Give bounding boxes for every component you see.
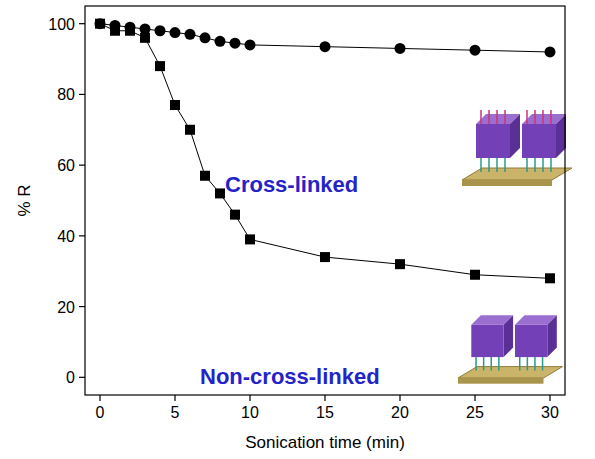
y-tick [79, 23, 85, 24]
y-tick-label: 20 [57, 299, 75, 316]
cube-front [515, 325, 547, 357]
series-marker [200, 171, 210, 181]
y-tick-label: 60 [57, 157, 75, 174]
series-marker [395, 43, 406, 54]
y-tick-label: 40 [57, 228, 75, 245]
series-marker [140, 33, 150, 43]
cube-front [476, 124, 510, 158]
substrate [462, 168, 572, 180]
series-marker [395, 259, 405, 269]
y-tick-label: 0 [66, 369, 75, 386]
x-tick [249, 395, 250, 401]
x-tick [324, 395, 325, 401]
x-tick-label: 25 [466, 404, 484, 421]
linker [542, 158, 544, 172]
x-tick-label: 0 [96, 404, 105, 421]
inset-illustration [458, 315, 563, 383]
series-marker [185, 29, 196, 40]
y-tick [79, 165, 85, 166]
linker [519, 357, 521, 370]
series-marker [95, 18, 106, 29]
series-marker [230, 38, 241, 49]
linker [488, 158, 490, 172]
cube-side [510, 114, 520, 158]
cube-front [471, 325, 503, 357]
annotation: Cross-linked [225, 172, 358, 197]
chart: 0 5 10 15 20 25 30 0 20 40 60 80 100 Sonication time … [0, 0, 595, 459]
inset-illustration [462, 110, 572, 186]
linker [526, 158, 528, 172]
cross-linker [542, 110, 544, 124]
y-tick [79, 377, 85, 378]
cube-side [504, 315, 513, 357]
linker [491, 357, 493, 370]
x-tick [399, 395, 400, 401]
cross-linker [550, 110, 552, 124]
x-tick [549, 395, 550, 401]
substrate-edge [458, 378, 544, 384]
cross-linker [488, 110, 490, 124]
x-tick-label: 15 [316, 404, 334, 421]
series-marker [470, 45, 481, 56]
series-line [100, 24, 550, 52]
cross-linker [534, 110, 536, 124]
cross-linker [504, 110, 506, 124]
plot-frame [85, 6, 565, 395]
x-tick [99, 395, 100, 401]
linker [475, 357, 477, 370]
x-tick-label: 20 [391, 404, 409, 421]
x-tick [474, 395, 475, 401]
cross-linker [526, 110, 528, 124]
x-tick-label: 5 [171, 404, 180, 421]
series-marker [200, 32, 211, 43]
linker [550, 158, 552, 172]
y-tick [79, 235, 85, 236]
linker [483, 357, 485, 370]
linker [527, 357, 529, 370]
x-tick-label: 10 [241, 404, 259, 421]
y-axis-title: % R [15, 184, 34, 216]
series-marker [215, 36, 226, 47]
x-tick [174, 395, 175, 401]
series-marker [320, 41, 331, 52]
y-tick [79, 94, 85, 95]
x-tick-label: 30 [541, 404, 559, 421]
linker [542, 357, 544, 370]
cross-linker [496, 110, 498, 124]
cross-linker [480, 110, 482, 124]
series-marker [230, 210, 240, 220]
substrate-edge [462, 180, 552, 186]
linker [496, 158, 498, 172]
series-marker [155, 25, 166, 36]
substrate [458, 367, 563, 378]
series-marker [320, 252, 330, 262]
series-marker [95, 19, 105, 29]
cube-front [522, 124, 556, 158]
series-marker [125, 26, 135, 36]
y-tick [79, 306, 85, 307]
plot-area [95, 18, 556, 283]
x-axis-title: Sonication time (min) [245, 433, 405, 452]
series-marker [155, 61, 165, 71]
linker [534, 357, 536, 370]
series-marker [110, 26, 120, 36]
annotation: Non-cross-linked [200, 364, 380, 389]
series-marker [215, 188, 225, 198]
series-marker [170, 27, 181, 38]
y-tick-label: 100 [48, 16, 75, 33]
series-line [100, 24, 550, 279]
series-marker [245, 39, 256, 50]
linker [480, 158, 482, 172]
series-marker [545, 46, 556, 57]
series-marker [470, 270, 480, 280]
cube-side [547, 315, 557, 357]
series-marker [545, 273, 555, 283]
series-marker [245, 234, 255, 244]
series-marker [185, 125, 195, 135]
linker [534, 158, 536, 172]
y-tick-label: 80 [57, 86, 75, 103]
series-marker [170, 100, 180, 110]
linker [504, 158, 506, 172]
linker [498, 357, 500, 370]
